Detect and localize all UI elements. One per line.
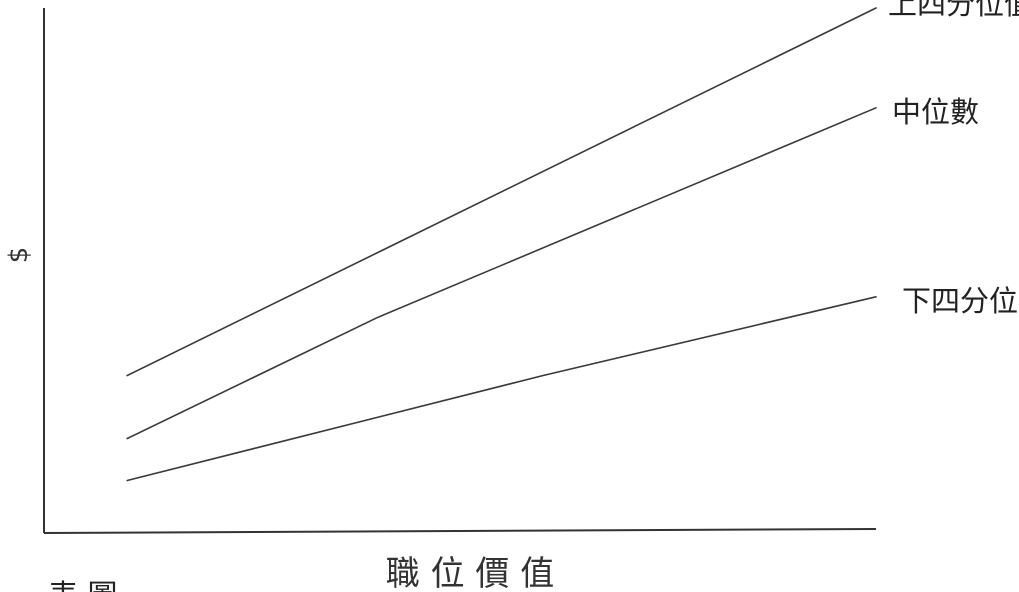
series-label-lower-quartile: 下四分位值: [902, 284, 1019, 318]
axes: [43, 8, 877, 534]
y-axis-label: $: [4, 247, 34, 264]
series-line-upper-quartile: [126, 7, 877, 377]
series-line-median: [126, 107, 877, 440]
series-labels: 上四分位值中位數下四分位值: [888, 0, 1019, 318]
series-label-upper-quartile: 上四分位值: [888, 0, 1019, 21]
x-axis-label: 職 位 價 值: [386, 554, 554, 592]
series-lines: [126, 7, 877, 482]
series-label-median: 中位數: [892, 95, 979, 129]
footer-partial-text: 表 圖: [48, 579, 118, 592]
x-axis: [43, 528, 877, 534]
series-line-lower-quartile: [126, 295, 877, 482]
